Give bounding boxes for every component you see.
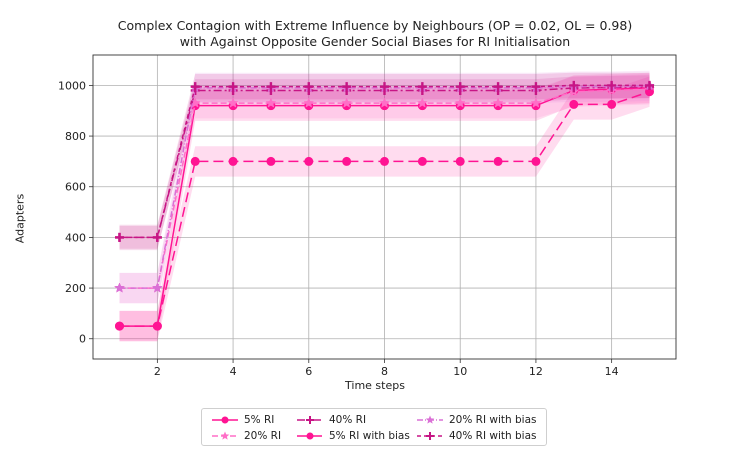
legend-label: 40% RI bbox=[329, 414, 367, 426]
data-point-5-11 bbox=[531, 82, 541, 92]
legend-swatch bbox=[212, 431, 238, 440]
legend-label: 20% RI bbox=[244, 430, 282, 442]
confidence-band-0 bbox=[119, 72, 650, 342]
data-point-1-6 bbox=[341, 97, 353, 108]
confidence-band-3 bbox=[119, 76, 650, 342]
data-point-5-7 bbox=[380, 82, 389, 92]
x-tick-label: 4 bbox=[230, 365, 237, 378]
data-point-1-3 bbox=[227, 97, 239, 108]
data-point-5-1 bbox=[152, 232, 162, 242]
data-point-5-14 bbox=[645, 80, 654, 90]
x-tick-label: 12 bbox=[529, 365, 543, 378]
legend-item: 40% RI bbox=[297, 412, 366, 428]
confidence-band-2 bbox=[119, 75, 650, 249]
legend-item: 20% RI bbox=[212, 428, 281, 444]
data-point-1-11 bbox=[530, 97, 542, 108]
data-point-3-10 bbox=[493, 156, 503, 166]
data-point-5-13 bbox=[607, 80, 617, 90]
data-point-3-0 bbox=[115, 321, 124, 331]
data-point-5-6 bbox=[342, 82, 352, 92]
x-axis-label: Time steps bbox=[345, 379, 405, 392]
legend-label: 5% RI bbox=[244, 414, 275, 426]
data-point-3-3 bbox=[228, 156, 238, 166]
legend-item: 5% RI bbox=[212, 412, 274, 428]
legend-swatch bbox=[297, 432, 323, 440]
data-point-1-9 bbox=[454, 97, 466, 108]
confidence-band-5 bbox=[119, 72, 650, 251]
x-tick-label: 8 bbox=[381, 365, 388, 378]
data-point-3-11 bbox=[531, 156, 541, 166]
x-tick-label: 14 bbox=[605, 365, 619, 378]
legend-swatch bbox=[417, 432, 443, 440]
legend-item: 20% RI with bias bbox=[417, 412, 537, 428]
data-point-3-13 bbox=[607, 99, 617, 109]
data-point-5-9 bbox=[455, 82, 465, 92]
data-point-3-7 bbox=[380, 156, 389, 166]
y-tick-label: 600 bbox=[65, 181, 86, 194]
data-point-4-1 bbox=[151, 282, 163, 293]
data-point-5-8 bbox=[417, 82, 427, 92]
data-point-5-5 bbox=[304, 82, 314, 92]
legend-label: 5% RI with bias bbox=[329, 430, 410, 442]
legend-item: 40% RI with bias bbox=[417, 428, 537, 444]
data-point-5-4 bbox=[266, 82, 276, 92]
data-point-1-7 bbox=[379, 97, 390, 108]
data-point-3-6 bbox=[342, 156, 352, 166]
data-point-3-9 bbox=[455, 156, 465, 166]
data-point-3-5 bbox=[304, 156, 314, 166]
x-tick-label: 6 bbox=[305, 365, 312, 378]
x-tick-label: 2 bbox=[154, 365, 161, 378]
legend-swatch bbox=[212, 416, 238, 424]
chart-title-line-2: with Against Opposite Gender Social Bias… bbox=[179, 34, 571, 49]
data-point-5-10 bbox=[493, 82, 503, 92]
chart-title-line-1: Complex Contagion with Extreme Influence… bbox=[117, 18, 633, 33]
y-axis-label: Adapters bbox=[13, 193, 27, 244]
data-point-5-3 bbox=[228, 82, 238, 92]
y-tick-label: 800 bbox=[65, 130, 86, 143]
data-point-1-10 bbox=[492, 97, 504, 108]
legend-swatch bbox=[417, 415, 443, 424]
data-point-1-8 bbox=[416, 97, 428, 108]
data-point-3-1 bbox=[152, 321, 162, 331]
legend: 5% RI 20% RI 40% RI 5% RI with bias 20% RI w… bbox=[201, 408, 547, 446]
series-line-2 bbox=[119, 85, 650, 239]
y-tick-label: 1000 bbox=[58, 79, 86, 92]
data-point-3-4 bbox=[266, 156, 276, 166]
confidence-band-4 bbox=[119, 70, 650, 304]
legend-label: 20% RI with bias bbox=[449, 414, 537, 426]
y-tick-label: 400 bbox=[65, 231, 86, 244]
series-line-5 bbox=[119, 84, 650, 239]
data-point-3-8 bbox=[417, 156, 427, 166]
y-tick-label: 0 bbox=[79, 333, 86, 346]
legend-swatch bbox=[297, 416, 323, 424]
data-point-5-0 bbox=[115, 232, 124, 242]
legend-item: 5% RI with bias bbox=[297, 428, 410, 444]
legend-label: 40% RI with bias bbox=[449, 430, 537, 442]
y-tick-label: 200 bbox=[65, 282, 86, 295]
confidence-band-1 bbox=[119, 74, 650, 304]
data-point-3-12 bbox=[569, 99, 579, 109]
data-point-5-12 bbox=[569, 80, 579, 90]
data-point-3-2 bbox=[190, 156, 200, 166]
data-point-4-0 bbox=[114, 282, 125, 293]
data-point-5-2 bbox=[190, 82, 200, 92]
data-point-1-5 bbox=[303, 97, 315, 108]
x-tick-label: 10 bbox=[453, 365, 467, 378]
data-point-1-4 bbox=[265, 97, 277, 108]
